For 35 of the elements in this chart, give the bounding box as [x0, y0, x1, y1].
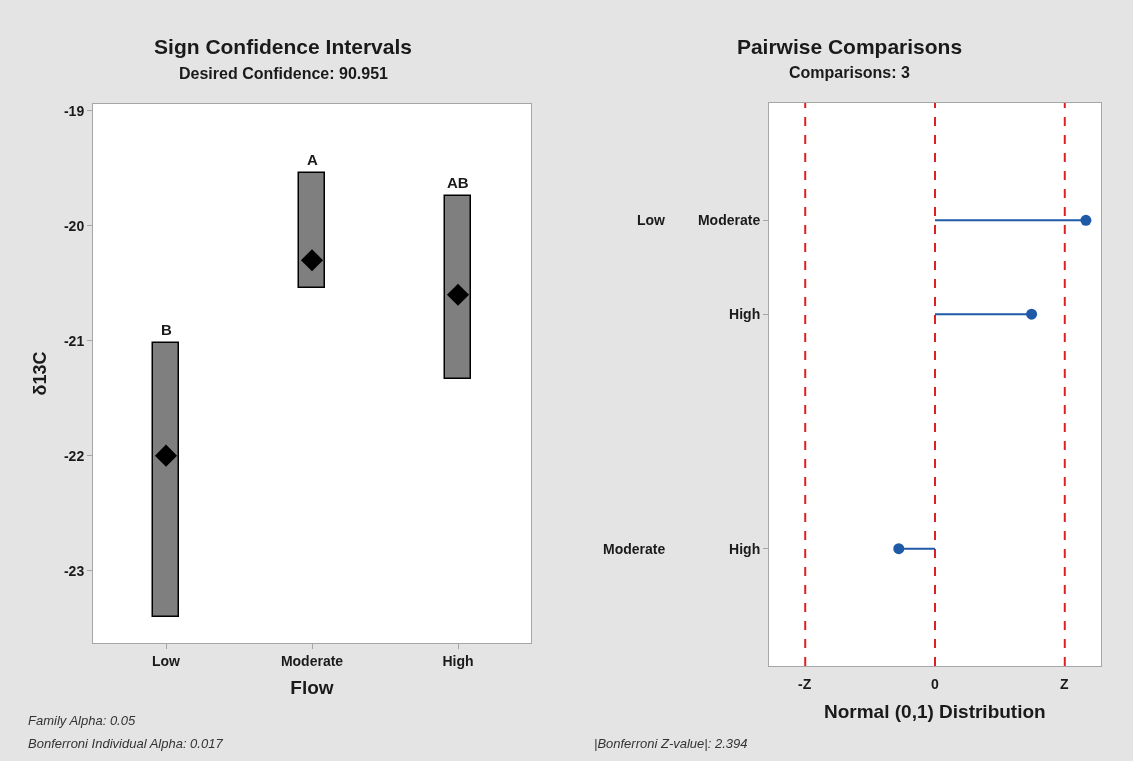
annotation: A	[307, 151, 318, 168]
y-axis-title: δ13C	[30, 351, 51, 396]
y-tick-label: -19	[63, 102, 85, 119]
annotation: AB	[447, 174, 469, 191]
ref-line-label: Z	[1060, 676, 1069, 692]
text: Bonferroni Individual Alpha: 0.017	[28, 736, 224, 751]
bar	[297, 171, 325, 288]
text: |Bonferroni Z-value|: 2.394	[594, 736, 748, 751]
y-tick-label: High	[729, 306, 761, 323]
y-tick-label: High	[729, 540, 761, 557]
y-tick-label: -21	[63, 332, 85, 349]
y-tick-label: -23	[63, 562, 85, 579]
ref-line-label: 0	[931, 676, 939, 692]
y-tick-label: Moderate	[697, 212, 761, 229]
chart-title: Pairwise Comparisons	[736, 35, 963, 59]
x-axis-title: Flow	[290, 676, 334, 698]
bar	[151, 341, 179, 617]
x-axis-title: Normal (0,1) Distribution	[824, 701, 1046, 722]
x-tick-label: High	[442, 652, 474, 669]
y2-tick-label: Low	[637, 212, 666, 228]
point	[446, 283, 470, 306]
point	[300, 249, 324, 272]
annotation: B	[161, 321, 172, 338]
y2-tick-label: Moderate	[603, 541, 666, 557]
y-tick-label: -22	[63, 447, 85, 464]
point	[154, 444, 178, 467]
chart-title: Sign Confidence Intervals	[154, 35, 412, 59]
x-tick-label: Low	[152, 652, 181, 669]
chart-subtitle: Comparisons: 3	[789, 64, 911, 81]
text: Family Alpha: 0.05	[28, 713, 136, 728]
x-tick-label: Moderate	[280, 652, 344, 669]
chart-subtitle: Desired Confidence: 90.951	[179, 65, 389, 82]
y-tick-label: -20	[63, 217, 85, 234]
ref-line-label: -Z	[798, 676, 812, 692]
bar	[443, 194, 471, 379]
